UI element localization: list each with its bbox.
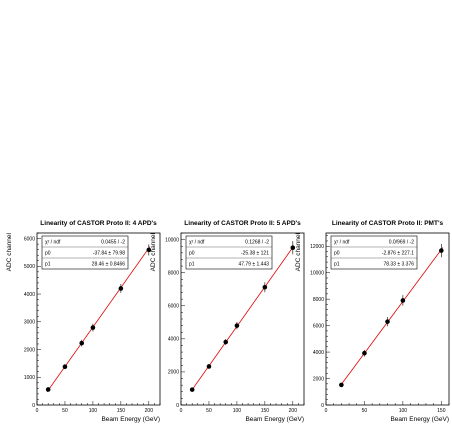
x-axis-label: Beam Energy (GeV) <box>245 416 304 423</box>
x-tick-label: 100 <box>399 408 408 414</box>
x-tick-label: 150 <box>261 408 270 414</box>
y-axis-label: ADC channel <box>150 232 157 271</box>
y-tick-label: 0 <box>176 403 179 409</box>
x-tick-label: 0 <box>325 408 328 414</box>
y-tick-label: 6000 <box>313 323 324 329</box>
y-tick-label: 6000 <box>24 236 35 242</box>
chart-title: Linearity of CASTOR Proto II: PMT's <box>332 220 444 227</box>
data-point <box>79 340 85 346</box>
stat-value: 0.1268 / -2 <box>245 240 269 246</box>
chart-title: Linearity of CASTOR Proto II: 5 APD's <box>184 220 301 227</box>
y-tick-label: 6000 <box>168 304 179 310</box>
stat-label: p0 <box>189 251 195 257</box>
x-tick-label: 100 <box>233 408 242 414</box>
y-tick-label: 3000 <box>24 320 35 326</box>
data-point <box>385 319 390 324</box>
stat-label: p1 <box>45 262 51 268</box>
stat-value: 28.46 ± 0.8466 <box>92 262 126 268</box>
data-point <box>234 323 240 328</box>
stat-value: 47.79 ± 1.443 <box>238 262 269 268</box>
y-tick-label: 0 <box>321 403 324 409</box>
fit-line <box>339 247 444 387</box>
y-tick-label: 2000 <box>313 376 324 382</box>
stat-label: p1 <box>334 262 340 268</box>
x-axis-label: Beam Energy (GeV) <box>390 416 449 423</box>
x-tick-label: 0 <box>180 408 183 414</box>
stat-value: -2.876 ± 227.1 <box>382 251 414 257</box>
data-point <box>206 364 212 369</box>
data-point <box>439 248 444 253</box>
x-tick-label: 50 <box>362 408 368 414</box>
data-point <box>90 325 96 330</box>
x-tick-label: 200 <box>289 408 298 414</box>
data-point <box>400 298 406 303</box>
x-tick-label: 50 <box>62 408 68 414</box>
stat-label: p0 <box>334 251 340 257</box>
fit-stats-box <box>41 235 129 270</box>
y-tick-label: 10000 <box>310 270 324 276</box>
stat-value: 78.33 ± 3.376 <box>383 262 414 268</box>
chart-panel-2: Linearity of CASTOR Proto II: 5 APD's 0 50… <box>150 220 305 423</box>
data-point <box>118 286 124 291</box>
y-tick-label: 8000 <box>168 270 179 276</box>
data-point <box>362 350 367 356</box>
fit-stats-box <box>185 235 273 270</box>
y-tick-label: 1000 <box>24 375 35 381</box>
y-tick-label: 5000 <box>24 264 35 270</box>
y-axis-label: ADC channel <box>295 232 302 271</box>
x-tick-label: 100 <box>89 408 98 414</box>
y-tick-label: 10000 <box>165 237 179 243</box>
y-tick-label: 0 <box>32 403 35 409</box>
x-tick-label: 50 <box>206 408 212 414</box>
y-axis-label: ADC channel <box>6 232 13 271</box>
x-tick-label: 150 <box>437 408 446 414</box>
y-tick-label: 2000 <box>168 370 179 376</box>
y-tick-label: 2000 <box>24 347 35 353</box>
data-point <box>290 245 296 251</box>
data-point <box>223 339 229 345</box>
stat-label: p1 <box>189 262 195 268</box>
y-tick-label: 4000 <box>168 337 179 343</box>
y-tick-label: 12000 <box>310 244 324 250</box>
stat-label: χ² / ndf <box>334 240 350 246</box>
stat-value: -37.84 ± 79.98 <box>93 251 125 257</box>
stat-label: p0 <box>45 251 51 257</box>
data-point <box>189 387 195 392</box>
stat-value: -25.38 ± 121 <box>241 251 269 257</box>
stat-value: 0.0455 / -2 <box>101 240 125 246</box>
data-point <box>262 284 268 290</box>
data-point <box>146 247 152 253</box>
x-tick-label: 200 <box>145 408 154 414</box>
data-point <box>339 382 344 388</box>
fit-stats-box <box>330 235 418 270</box>
chart-title: Linearity of CASTOR Proto II: 4 APD's <box>40 220 157 227</box>
y-tick-label: 4000 <box>24 292 35 298</box>
x-axis-label: Beam Energy (GeV) <box>101 416 160 423</box>
chart-panel-3: Linearity of CASTOR Proto II: PMT's 0 50 10… <box>295 220 450 423</box>
chart-panel-1: Linearity of CASTOR Proto II: 4 APD's 0 50… <box>6 220 161 423</box>
stat-label: χ² / ndf <box>45 240 61 246</box>
x-tick-label: 150 <box>117 408 126 414</box>
x-tick-label: 0 <box>36 408 39 414</box>
data-point <box>62 364 68 370</box>
data-point <box>45 387 51 392</box>
y-tick-label: 4000 <box>313 350 324 356</box>
stat-label: χ² / ndf <box>189 240 205 246</box>
y-tick-label: 8000 <box>313 297 324 303</box>
stat-value: 0.0/969 / -2 <box>389 240 415 246</box>
